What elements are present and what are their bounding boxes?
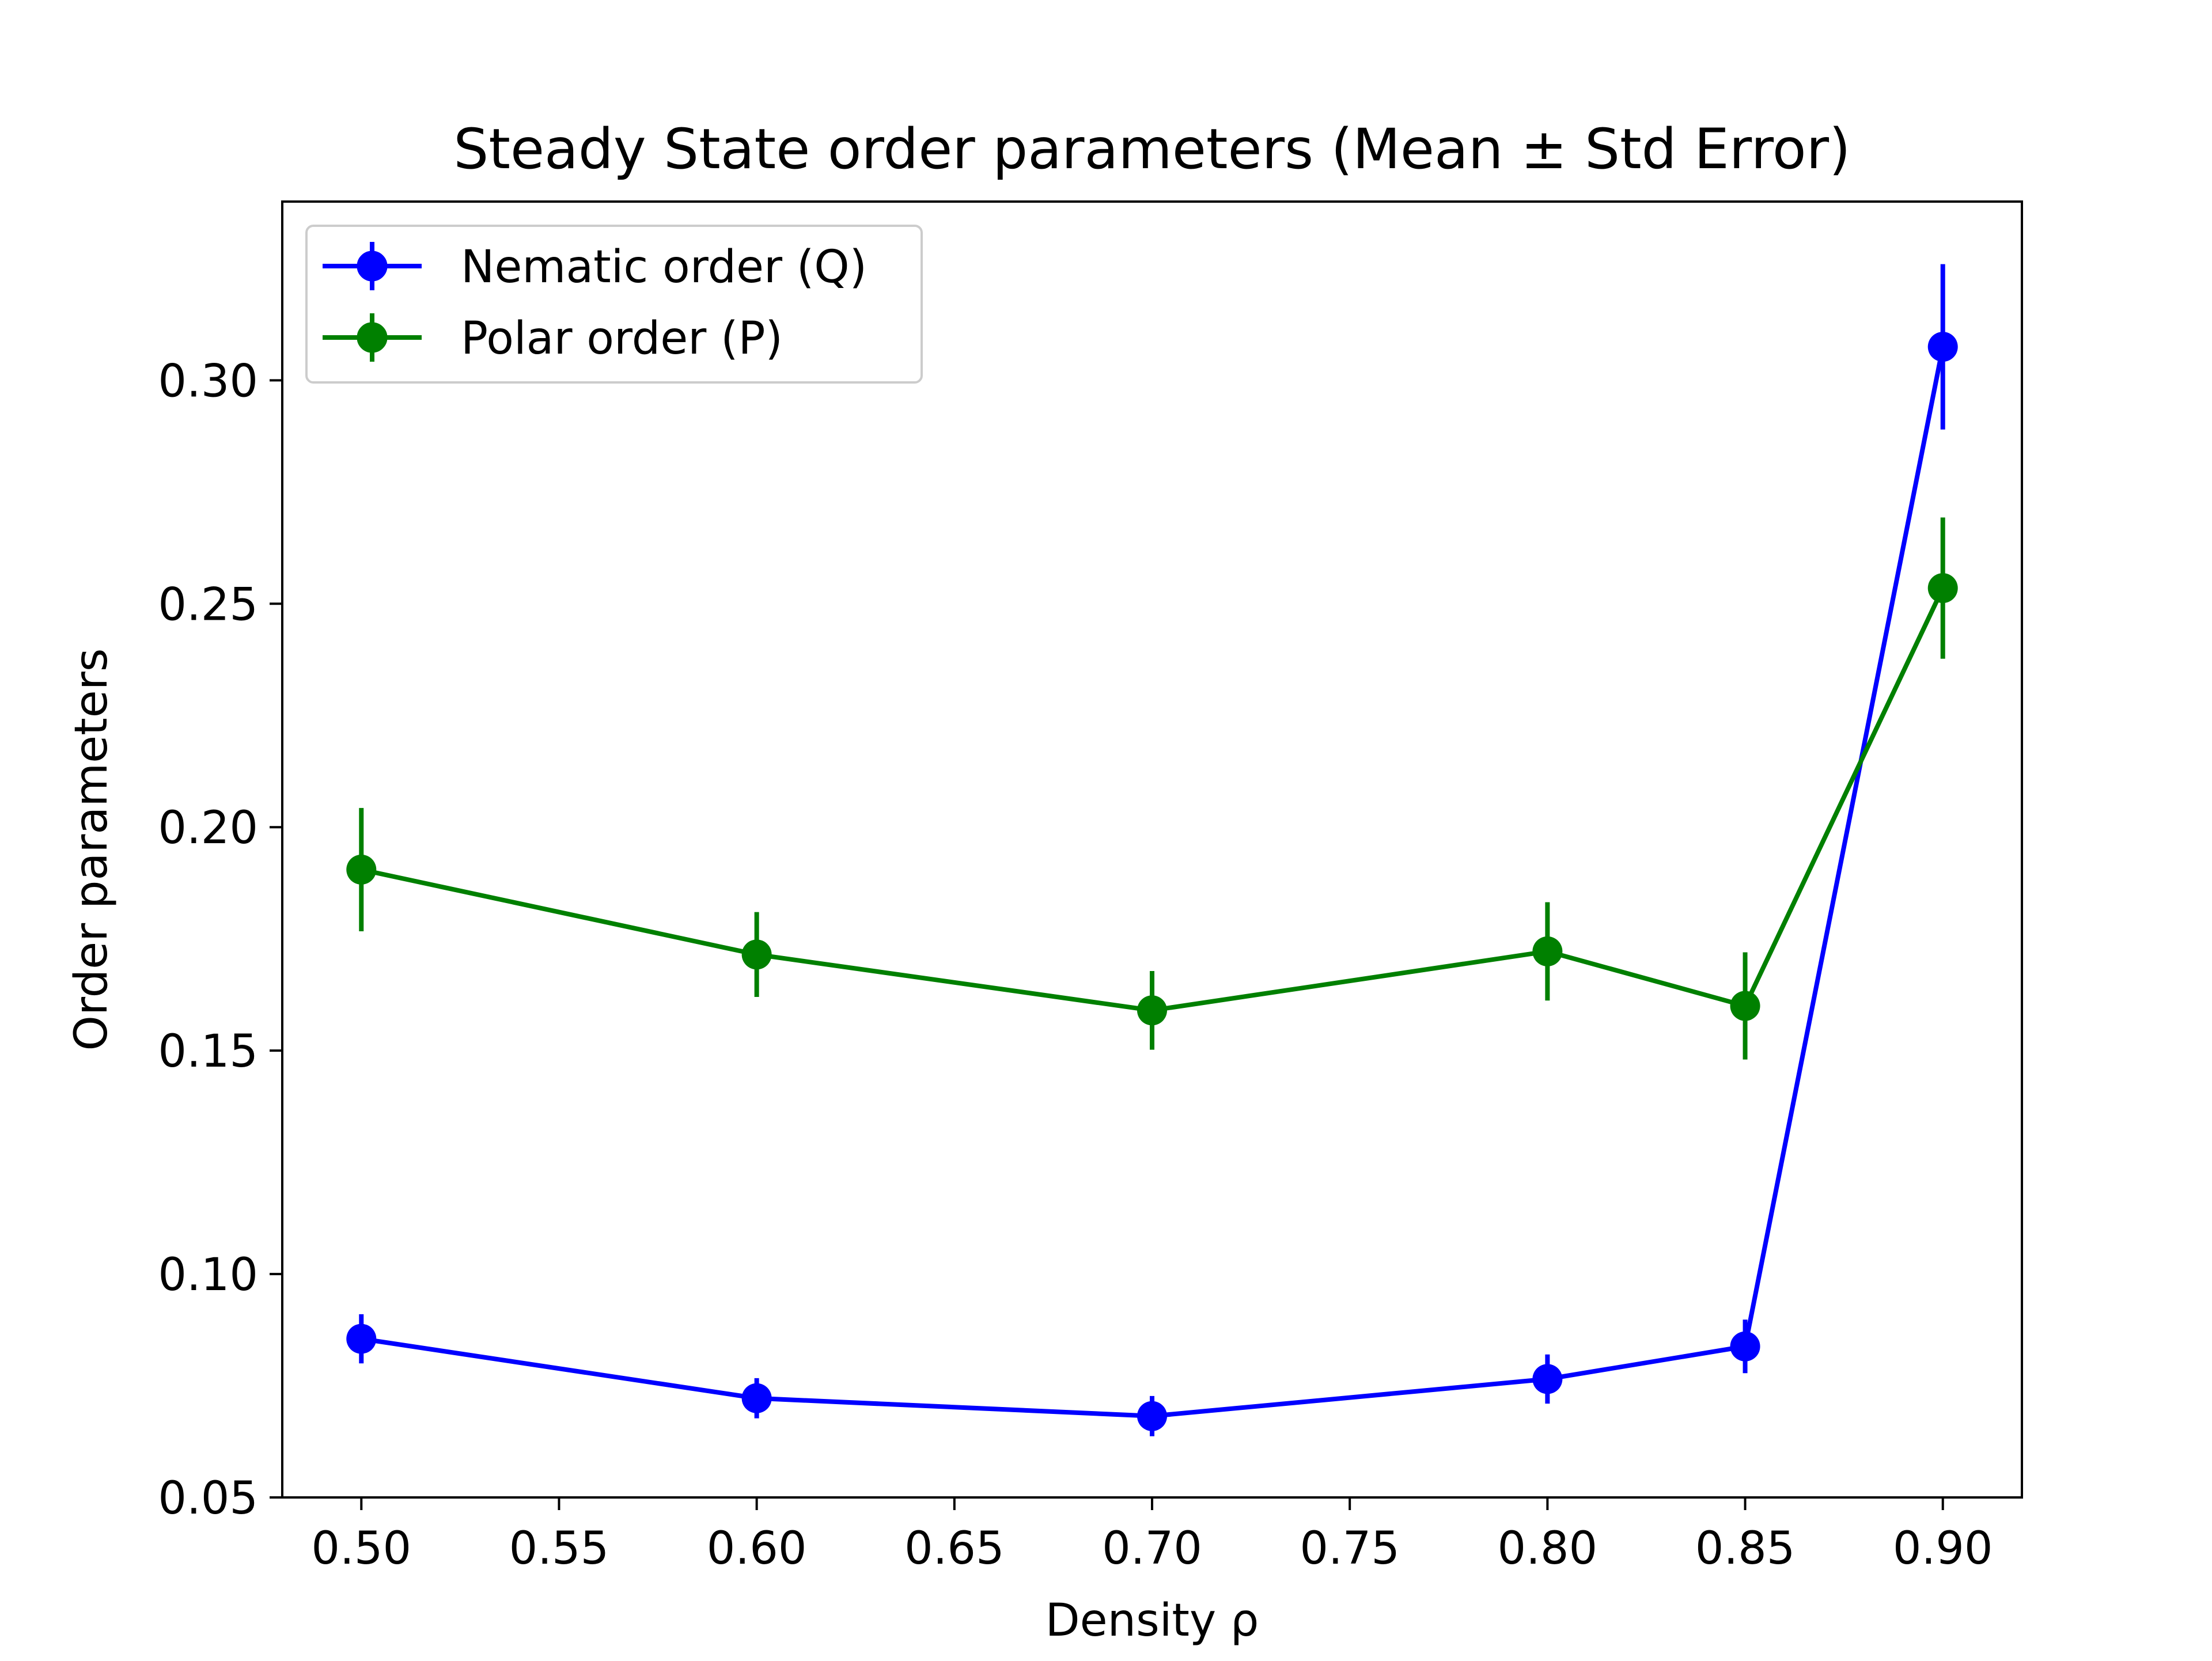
x-tick-label: 0.85 bbox=[1695, 1523, 1796, 1575]
data-point-polar bbox=[346, 854, 377, 885]
legend-entry-nematic: Nematic order (Q) bbox=[323, 241, 867, 293]
ticks-layer: 0.50 0.55 0.60 0.65 0.70 0.75 0.80 0.85 0.90 0.05… bbox=[158, 355, 1993, 1575]
data-point-nematic bbox=[1137, 1401, 1167, 1431]
data-point-polar bbox=[1927, 573, 1958, 604]
legend-box bbox=[305, 225, 923, 384]
data-point-nematic bbox=[1532, 1364, 1563, 1394]
y-tick-label: 0.20 bbox=[158, 802, 258, 854]
series-line-nematic bbox=[361, 346, 1945, 1419]
data-point-polar bbox=[1532, 936, 1563, 966]
data-point-nematic bbox=[346, 1324, 377, 1354]
x-tick-label: 0.80 bbox=[1498, 1523, 1598, 1575]
x-tick-label: 0.50 bbox=[311, 1523, 411, 1575]
x-tick-label: 0.70 bbox=[1102, 1523, 1202, 1575]
data-point-nematic bbox=[741, 1383, 772, 1413]
y-tick-label: 0.05 bbox=[158, 1473, 258, 1525]
legend: Nematic order (Q) Polar order (P) bbox=[305, 225, 923, 384]
y-axis-label: Order parameters bbox=[66, 649, 118, 1051]
y-tick-label: 0.25 bbox=[158, 579, 258, 631]
x-tick-label: 0.55 bbox=[509, 1523, 609, 1575]
legend-marker-nematic bbox=[357, 251, 388, 282]
series-line-polar bbox=[361, 587, 1945, 1013]
data-point-polar bbox=[1137, 995, 1167, 1026]
series-nematic bbox=[346, 264, 1958, 1436]
legend-marker-polar bbox=[357, 322, 388, 353]
legend-label-polar: Polar order (P) bbox=[461, 313, 783, 365]
data-point-polar bbox=[1730, 991, 1760, 1021]
legend-entry-polar: Polar order (P) bbox=[323, 313, 783, 365]
y-tick-label: 0.10 bbox=[158, 1249, 258, 1301]
plot-frame bbox=[281, 200, 2023, 1499]
chart-title: Steady State order parameters (Mean ± St… bbox=[453, 117, 1850, 181]
data-point-nematic bbox=[1730, 1331, 1760, 1362]
x-tick-label: 0.60 bbox=[707, 1523, 807, 1575]
y-tick-label: 0.30 bbox=[158, 355, 258, 407]
y-tick-label: 0.15 bbox=[158, 1026, 258, 1078]
legend-label-nematic: Nematic order (Q) bbox=[461, 241, 867, 293]
data-point-polar bbox=[741, 939, 772, 970]
x-axis-label: Density ρ bbox=[1046, 1595, 1259, 1647]
x-tick-label: 0.65 bbox=[904, 1523, 1005, 1575]
x-tick-label: 0.75 bbox=[1300, 1523, 1400, 1575]
series-polar bbox=[346, 517, 1958, 1060]
data-point-nematic bbox=[1927, 332, 1958, 362]
x-tick-label: 0.90 bbox=[1893, 1523, 1993, 1575]
series-layer bbox=[346, 264, 1958, 1436]
